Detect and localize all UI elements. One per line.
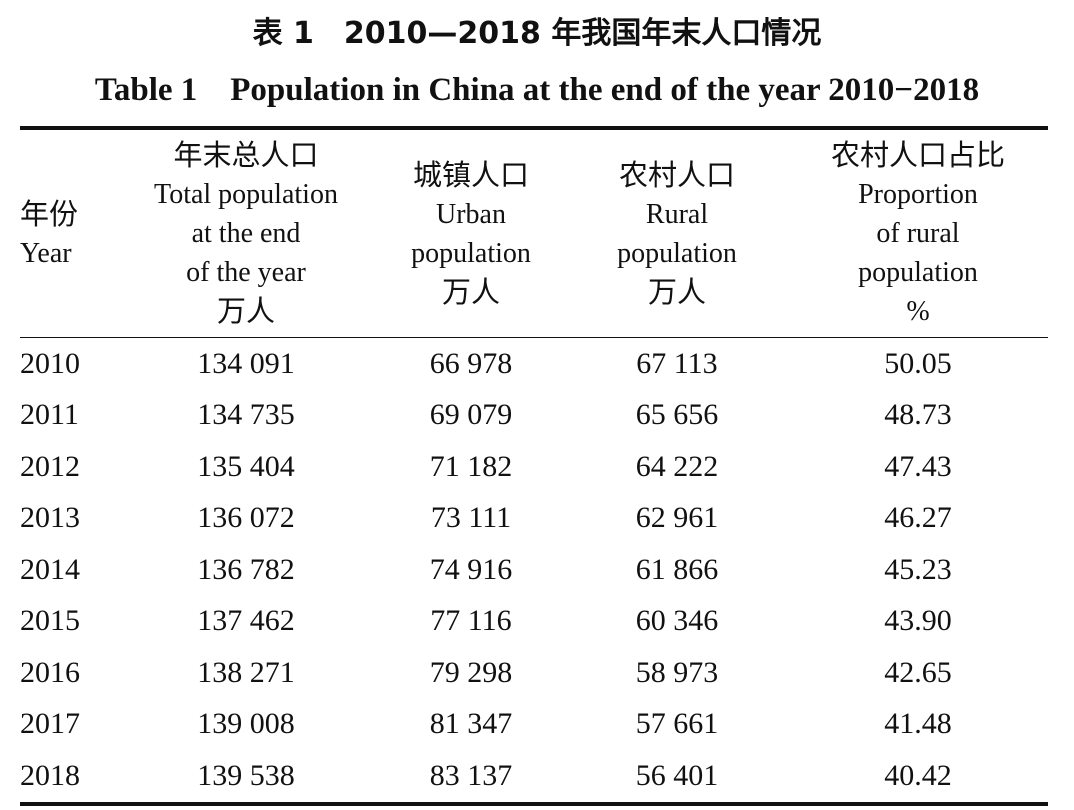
cell-total-population: 135 404 (197, 449, 295, 483)
header-total-unit: 万人 (216, 294, 275, 328)
cell-total-population: 137 462 (197, 604, 295, 638)
cell-rural-proportion: 46.27 (884, 501, 952, 535)
header-year: 年份 Year (20, 128, 116, 338)
cell-rural-population: 65 656 (635, 398, 719, 432)
cell-year: 2012 (20, 449, 80, 483)
cell-total-population: 139 008 (197, 707, 295, 741)
header-total-en-line1: Total population (154, 179, 338, 210)
cell-urban-population: 79 298 (429, 655, 513, 689)
header-proportion-en-line1: Proportion (858, 179, 978, 210)
header-proportion-en-line3: population (858, 257, 978, 288)
header-total-cn: 年末总人口 (173, 138, 319, 172)
header-total-population: 年末总人口 Total population at the end of the… (116, 128, 376, 338)
cell-rural-proportion: 45.23 (884, 552, 952, 586)
cell-year: 2013 (20, 501, 80, 535)
cell-year: 2018 (20, 758, 80, 792)
table-header: 年份 Year 年末总人口 Total population at the en… (20, 128, 1048, 338)
table-row: 2013 136 072 73 111 62 961 46.27 (20, 493, 1048, 545)
cell-rural-population: 61 866 (635, 552, 719, 586)
cell-total-population: 136 072 (197, 501, 295, 535)
cell-rural-proportion: 43.90 (884, 604, 952, 638)
header-urban-unit: 万人 (441, 274, 500, 309)
header-year-en: Year (20, 237, 72, 269)
header-urban-en-line2: population (411, 237, 531, 269)
table-row: 2014 136 782 74 916 61 866 45.23 (20, 544, 1048, 596)
header-urban-cn: 城镇人口 (412, 157, 529, 192)
cell-urban-population: 74 916 (429, 552, 513, 586)
table-row: 2017 139 008 81 347 57 661 41.48 (20, 699, 1048, 751)
header-rural-proportion: 农村人口占比 Proportion of rural population % (788, 128, 1048, 338)
cell-year: 2017 (20, 707, 80, 741)
header-total-en-line3: of the year (186, 257, 306, 288)
cell-urban-population: 73 111 (430, 501, 512, 535)
population-table: 年份 Year 年末总人口 Total population at the en… (20, 126, 1048, 806)
cell-rural-population: 60 346 (635, 604, 719, 638)
table-row: 2015 137 462 77 116 60 346 43.90 (20, 596, 1048, 648)
header-urban-population: 城镇人口 Urban population 万人 (376, 128, 566, 338)
header-proportion-cn: 农村人口占比 (830, 138, 1005, 172)
header-rural-cn: 农村人口 (618, 157, 735, 192)
cell-total-population: 139 538 (197, 758, 295, 792)
cell-rural-population: 58 973 (635, 655, 719, 689)
cell-rural-proportion: 50.05 (884, 346, 952, 380)
header-rural-en-line2: population (617, 237, 737, 269)
population-table-container: 年份 Year 年末总人口 Total population at the en… (20, 126, 1048, 806)
table-row: 2010 134 091 66 978 67 113 50.05 (20, 338, 1048, 390)
cell-urban-population: 66 978 (429, 346, 513, 380)
cell-year: 2014 (20, 552, 80, 586)
cell-rural-population: 64 222 (635, 449, 719, 483)
cell-rural-population: 57 661 (635, 707, 719, 741)
header-row: 年份 Year 年末总人口 Total population at the en… (20, 128, 1048, 338)
table-row: 2012 135 404 71 182 64 222 47.43 (20, 441, 1048, 493)
cell-year: 2010 (20, 346, 80, 380)
header-rural-population: 农村人口 Rural population 万人 (566, 128, 788, 338)
header-proportion-unit: % (906, 296, 930, 327)
cell-year: 2015 (20, 604, 80, 638)
cell-year: 2011 (20, 398, 79, 432)
cell-total-population: 134 735 (197, 398, 295, 432)
table-row: 2018 139 538 83 137 56 401 40.42 (20, 750, 1048, 804)
cell-urban-population: 81 347 (429, 707, 513, 741)
cell-rural-population: 67 113 (636, 346, 718, 380)
cell-total-population: 138 271 (197, 655, 295, 689)
cell-rural-proportion: 48.73 (884, 398, 952, 432)
table-row: 2016 138 271 79 298 58 973 42.65 (20, 647, 1048, 699)
header-rural-en-line1: Rural (645, 198, 709, 230)
cell-total-population: 134 091 (197, 346, 295, 380)
cell-rural-population: 62 961 (635, 501, 719, 535)
cell-rural-population: 56 401 (635, 758, 719, 792)
header-total-en-line2: at the end (191, 218, 301, 249)
cell-rural-proportion: 42.65 (884, 655, 952, 689)
cell-rural-proportion: 41.48 (884, 707, 952, 741)
cell-rural-proportion: 47.43 (884, 449, 952, 483)
cell-total-population: 136 782 (197, 552, 295, 586)
header-rural-unit: 万人 (647, 274, 706, 309)
header-urban-en-line1: Urban (436, 198, 506, 230)
header-proportion-en-line2: of rural (876, 218, 960, 249)
table-row: 2011 134 735 69 079 65 656 48.73 (20, 390, 1048, 442)
cell-urban-population: 71 182 (429, 449, 513, 483)
cell-year: 2016 (20, 655, 80, 689)
cell-urban-population: 69 079 (429, 398, 513, 432)
table-title-english: Table 1 Population in China at the end o… (94, 72, 980, 108)
table-title-chinese: 表 1 2010—2018 年我国年末人口情况 (252, 16, 822, 51)
cell-urban-population: 77 116 (430, 604, 512, 638)
header-year-cn: 年份 (20, 196, 79, 231)
table-body: 2010 134 091 66 978 67 113 50.05 2011 134 735 6… (20, 338, 1048, 804)
cell-rural-proportion: 40.42 (884, 758, 952, 792)
cell-urban-population: 83 137 (429, 758, 513, 792)
